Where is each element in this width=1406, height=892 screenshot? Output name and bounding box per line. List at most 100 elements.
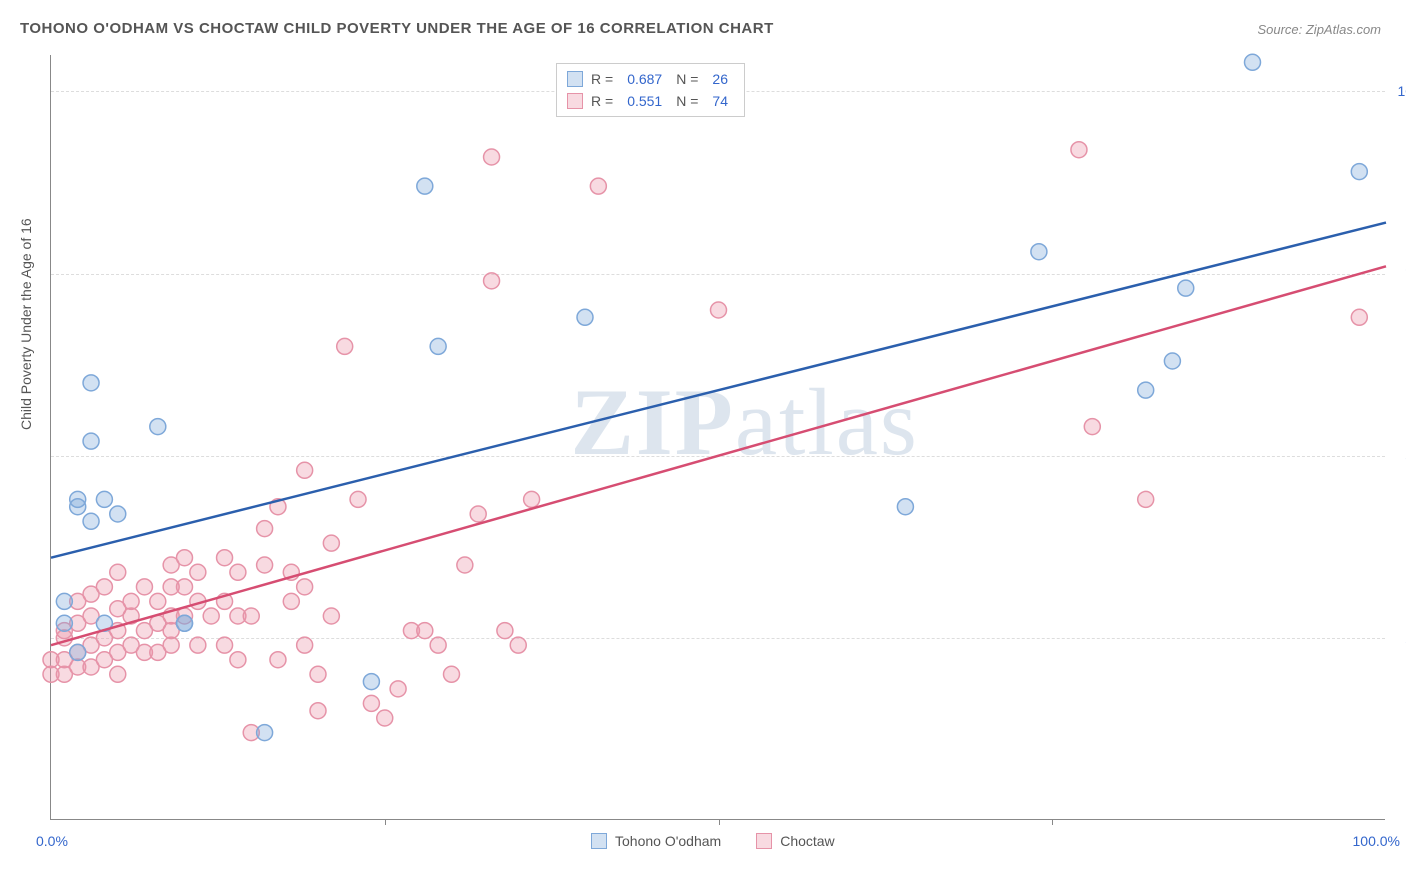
x-axis-tick-label: 0.0% bbox=[36, 833, 68, 849]
data-point bbox=[711, 302, 727, 318]
source-attribution: Source: ZipAtlas.com bbox=[1257, 22, 1381, 37]
data-point bbox=[510, 637, 526, 653]
chart-title: TOHONO O'ODHAM VS CHOCTAW CHILD POVERTY … bbox=[20, 20, 774, 37]
data-point bbox=[56, 615, 72, 631]
data-point bbox=[123, 593, 139, 609]
data-point bbox=[1138, 382, 1154, 398]
data-point bbox=[136, 579, 152, 595]
data-point bbox=[350, 491, 366, 507]
data-point bbox=[83, 433, 99, 449]
data-point bbox=[230, 564, 246, 580]
data-point bbox=[310, 703, 326, 719]
data-point bbox=[243, 608, 259, 624]
x-axis-tick-label: 100.0% bbox=[1353, 833, 1400, 849]
data-point bbox=[897, 499, 913, 515]
data-point bbox=[1084, 419, 1100, 435]
data-point bbox=[590, 178, 606, 194]
data-point bbox=[430, 338, 446, 354]
data-point bbox=[177, 579, 193, 595]
data-point bbox=[96, 491, 112, 507]
series-legend-item: Tohono O'odham bbox=[591, 833, 721, 849]
data-point bbox=[297, 462, 313, 478]
data-point bbox=[70, 491, 86, 507]
regression-line bbox=[51, 266, 1386, 645]
data-point bbox=[110, 506, 126, 522]
data-point bbox=[337, 338, 353, 354]
y-axis-tick-label: 100.0% bbox=[1398, 83, 1406, 99]
data-point bbox=[1071, 142, 1087, 158]
data-point bbox=[457, 557, 473, 573]
data-point bbox=[1178, 280, 1194, 296]
data-point bbox=[470, 506, 486, 522]
data-point bbox=[190, 564, 206, 580]
data-point bbox=[190, 637, 206, 653]
legend-swatch-icon bbox=[567, 93, 583, 109]
data-point bbox=[297, 579, 313, 595]
data-point bbox=[297, 637, 313, 653]
data-point bbox=[363, 695, 379, 711]
data-point bbox=[363, 674, 379, 690]
legend-n-label: N = bbox=[676, 90, 698, 112]
data-point bbox=[1031, 244, 1047, 260]
data-point bbox=[1351, 164, 1367, 180]
data-point bbox=[70, 644, 86, 660]
regression-line bbox=[51, 223, 1386, 558]
data-point bbox=[577, 309, 593, 325]
data-point bbox=[444, 666, 460, 682]
y-axis-title: Child Poverty Under the Age of 16 bbox=[18, 218, 34, 430]
data-point bbox=[390, 681, 406, 697]
data-point bbox=[430, 637, 446, 653]
data-point bbox=[270, 652, 286, 668]
data-point bbox=[524, 491, 540, 507]
legend-r-value: 0.687 bbox=[627, 68, 662, 90]
data-point bbox=[217, 637, 233, 653]
data-point bbox=[417, 178, 433, 194]
series-legend: Tohono O'odham Choctaw bbox=[591, 833, 860, 849]
data-point bbox=[283, 593, 299, 609]
data-point bbox=[56, 593, 72, 609]
data-point bbox=[110, 666, 126, 682]
data-point bbox=[83, 513, 99, 529]
data-point bbox=[163, 637, 179, 653]
legend-swatch-icon bbox=[591, 833, 607, 849]
data-point bbox=[1245, 54, 1261, 70]
stats-legend: R = 0.687 N = 26 R = 0.551 N = 74 bbox=[556, 63, 745, 117]
data-point bbox=[150, 419, 166, 435]
legend-r-value: 0.551 bbox=[627, 90, 662, 112]
data-point bbox=[257, 521, 273, 537]
data-point bbox=[177, 615, 193, 631]
data-point bbox=[83, 375, 99, 391]
data-point bbox=[257, 725, 273, 741]
data-point bbox=[484, 273, 500, 289]
data-point bbox=[310, 666, 326, 682]
series-legend-item: Choctaw bbox=[756, 833, 834, 849]
legend-r-label: R = bbox=[591, 90, 613, 112]
legend-n-value: 74 bbox=[712, 90, 728, 112]
data-point bbox=[1164, 353, 1180, 369]
data-point bbox=[1138, 491, 1154, 507]
data-point bbox=[417, 623, 433, 639]
chart-plot-area: ZIPatlas 25.0%50.0%75.0%100.0% R = 0.687… bbox=[50, 55, 1385, 820]
series-legend-label: Tohono O'odham bbox=[615, 833, 721, 849]
scatter-plot-svg bbox=[51, 55, 1385, 819]
series-legend-label: Choctaw bbox=[780, 833, 834, 849]
data-point bbox=[96, 579, 112, 595]
stats-legend-row: R = 0.687 N = 26 bbox=[567, 68, 734, 90]
data-point bbox=[110, 564, 126, 580]
data-point bbox=[323, 535, 339, 551]
legend-r-label: R = bbox=[591, 68, 613, 90]
data-point bbox=[257, 557, 273, 573]
data-point bbox=[203, 608, 219, 624]
data-point bbox=[230, 652, 246, 668]
data-point bbox=[323, 608, 339, 624]
data-point bbox=[177, 550, 193, 566]
data-point bbox=[484, 149, 500, 165]
stats-legend-row: R = 0.551 N = 74 bbox=[567, 90, 734, 112]
data-point bbox=[217, 550, 233, 566]
data-point bbox=[150, 593, 166, 609]
data-point bbox=[1351, 309, 1367, 325]
legend-swatch-icon bbox=[756, 833, 772, 849]
legend-n-label: N = bbox=[676, 68, 698, 90]
data-point bbox=[377, 710, 393, 726]
legend-swatch-icon bbox=[567, 71, 583, 87]
